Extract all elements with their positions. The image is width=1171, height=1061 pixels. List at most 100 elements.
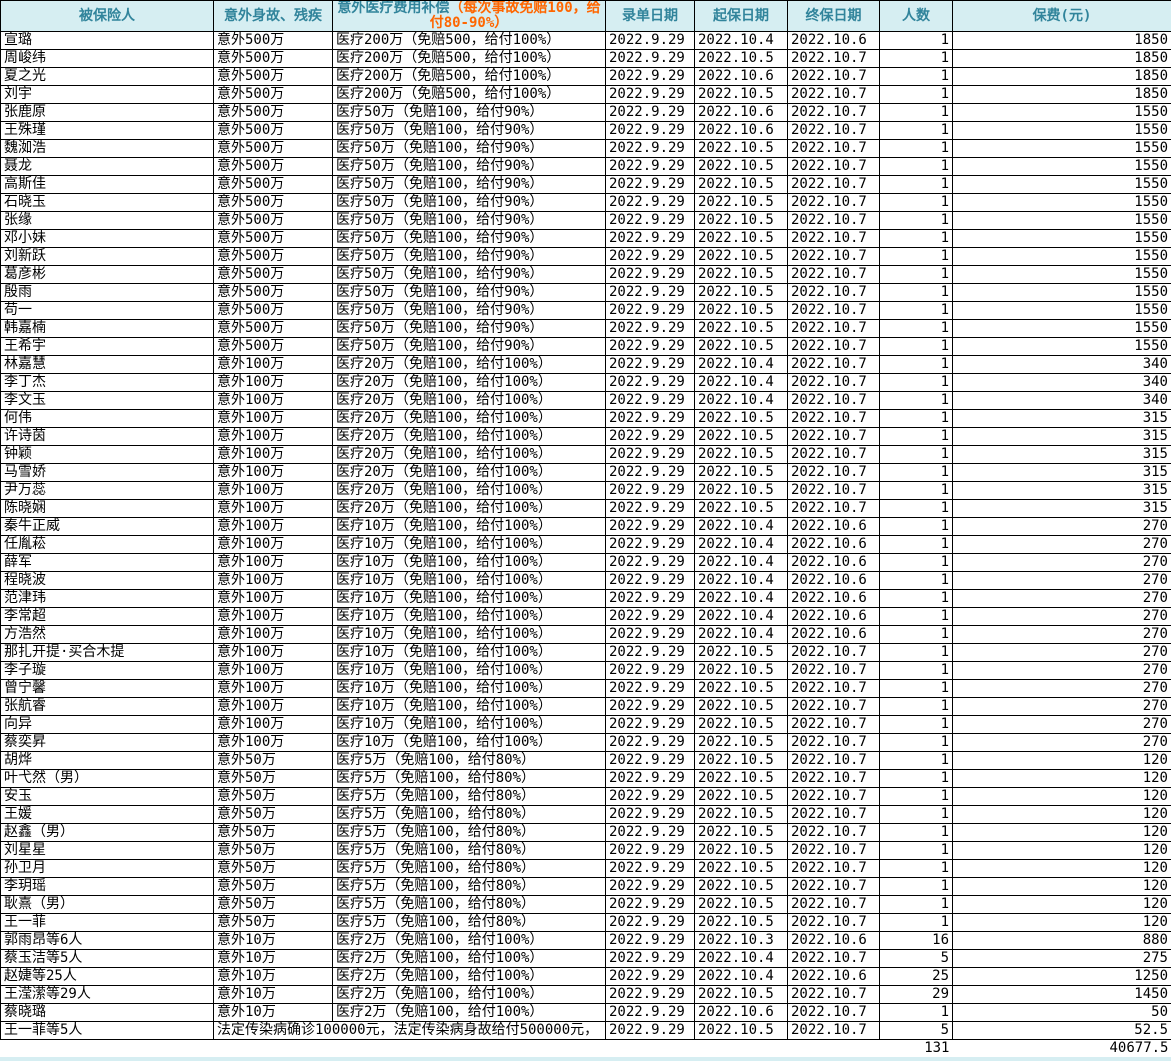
cell-person-count[interactable]: 1 (880, 374, 953, 392)
cell-accident-coverage[interactable]: 意外500万 (214, 68, 333, 86)
cell-entry-date[interactable]: 2022.9.29 (606, 392, 695, 410)
cell-end-date[interactable]: 2022.10.7 (788, 392, 880, 410)
cell-premium[interactable]: 1450 (953, 986, 1171, 1004)
totals-empty-start[interactable] (695, 1040, 788, 1058)
cell-accident-coverage[interactable]: 意外500万 (214, 86, 333, 104)
cell-insured-name[interactable]: 郭雨昂等6人 (1, 932, 214, 950)
cell-premium[interactable]: 1850 (953, 50, 1171, 68)
cell-start-date[interactable]: 2022.10.4 (695, 950, 788, 968)
cell-premium[interactable]: 1550 (953, 230, 1171, 248)
cell-start-date[interactable]: 2022.10.5 (695, 698, 788, 716)
cell-person-count[interactable]: 1 (880, 878, 953, 896)
cell-accident-coverage[interactable]: 意外100万 (214, 446, 333, 464)
cell-premium[interactable]: 315 (953, 410, 1171, 428)
cell-medical-coverage[interactable]: 医疗50万（免赔100，给付90%） (333, 230, 606, 248)
cell-end-date[interactable]: 2022.10.7 (788, 860, 880, 878)
cell-premium[interactable]: 340 (953, 374, 1171, 392)
cell-insured-name[interactable]: 李玥瑶 (1, 878, 214, 896)
cell-premium[interactable]: 120 (953, 824, 1171, 842)
cell-insured-name[interactable]: 方浩然 (1, 626, 214, 644)
cell-start-date[interactable]: 2022.10.5 (695, 212, 788, 230)
cell-medical-coverage[interactable]: 医疗5万（免赔100，给付80%） (333, 896, 606, 914)
cell-start-date[interactable]: 2022.10.4 (695, 32, 788, 50)
cell-entry-date[interactable]: 2022.9.29 (606, 896, 695, 914)
cell-entry-date[interactable]: 2022.9.29 (606, 590, 695, 608)
cell-entry-date[interactable]: 2022.9.29 (606, 824, 695, 842)
totals-empty-end[interactable] (788, 1040, 880, 1058)
cell-premium[interactable]: 270 (953, 734, 1171, 752)
cell-medical-coverage[interactable]: 医疗200万（免赔500，给付100%） (333, 32, 606, 50)
cell-person-count[interactable]: 1 (880, 248, 953, 266)
cell-start-date[interactable]: 2022.10.4 (695, 590, 788, 608)
cell-entry-date[interactable]: 2022.9.29 (606, 536, 695, 554)
cell-end-date[interactable]: 2022.10.6 (788, 968, 880, 986)
cell-start-date[interactable]: 2022.10.5 (695, 266, 788, 284)
cell-accident-coverage[interactable]: 意外100万 (214, 572, 333, 590)
cell-accident-coverage[interactable]: 意外10万 (214, 1004, 333, 1022)
cell-entry-date[interactable]: 2022.9.29 (606, 1004, 695, 1022)
cell-end-date[interactable]: 2022.10.7 (788, 50, 880, 68)
cell-start-date[interactable]: 2022.10.5 (695, 734, 788, 752)
cell-entry-date[interactable]: 2022.9.29 (606, 266, 695, 284)
cell-medical-coverage[interactable]: 医疗20万（免赔100，给付100%） (333, 356, 606, 374)
header-start-date[interactable]: 起保日期 (695, 1, 788, 32)
cell-premium[interactable]: 270 (953, 662, 1171, 680)
cell-medical-coverage[interactable]: 医疗10万（免赔100，给付100%） (333, 644, 606, 662)
cell-insured-name[interactable]: 陈晓娴 (1, 500, 214, 518)
cell-medical-coverage[interactable]: 医疗2万（免赔100，给付100%） (333, 932, 606, 950)
cell-premium[interactable]: 315 (953, 464, 1171, 482)
cell-insured-name[interactable]: 韩嘉楠 (1, 320, 214, 338)
cell-accident-coverage[interactable]: 意外100万 (214, 734, 333, 752)
cell-entry-date[interactable]: 2022.9.29 (606, 554, 695, 572)
header-person-count[interactable]: 人数 (880, 1, 953, 32)
cell-end-date[interactable]: 2022.10.7 (788, 374, 880, 392)
cell-medical-coverage[interactable]: 医疗10万（免赔100，给付100%） (333, 536, 606, 554)
cell-premium[interactable]: 1550 (953, 194, 1171, 212)
cell-person-count[interactable]: 1 (880, 554, 953, 572)
cell-medical-coverage[interactable]: 医疗5万（免赔100，给付80%） (333, 842, 606, 860)
cell-end-date[interactable]: 2022.10.7 (788, 788, 880, 806)
cell-person-count[interactable]: 1 (880, 68, 953, 86)
cell-person-count[interactable]: 1 (880, 572, 953, 590)
cell-insured-name[interactable]: 李常超 (1, 608, 214, 626)
cell-premium[interactable]: 1550 (953, 248, 1171, 266)
cell-end-date[interactable]: 2022.10.7 (788, 914, 880, 932)
cell-end-date[interactable]: 2022.10.7 (788, 716, 880, 734)
cell-accident-coverage[interactable]: 意外100万 (214, 680, 333, 698)
cell-end-date[interactable]: 2022.10.7 (788, 752, 880, 770)
cell-start-date[interactable]: 2022.10.5 (695, 860, 788, 878)
cell-start-date[interactable]: 2022.10.5 (695, 824, 788, 842)
cell-entry-date[interactable]: 2022.9.29 (606, 734, 695, 752)
cell-person-count[interactable]: 1 (880, 608, 953, 626)
cell-insured-name[interactable]: 聂龙 (1, 158, 214, 176)
cell-accident-coverage[interactable]: 意外500万 (214, 212, 333, 230)
cell-accident-coverage[interactable]: 意外500万 (214, 194, 333, 212)
cell-person-count[interactable]: 1 (880, 500, 953, 518)
cell-medical-coverage[interactable]: 医疗50万（免赔100，给付90%） (333, 194, 606, 212)
cell-entry-date[interactable]: 2022.9.29 (606, 698, 695, 716)
cell-entry-date[interactable]: 2022.9.29 (606, 608, 695, 626)
cell-premium[interactable]: 1550 (953, 158, 1171, 176)
cell-insured-name[interactable]: 许诗茵 (1, 428, 214, 446)
cell-person-count[interactable]: 1 (880, 518, 953, 536)
cell-accident-coverage[interactable]: 意外50万 (214, 770, 333, 788)
cell-insured-name[interactable]: 任胤菘 (1, 536, 214, 554)
cell-medical-coverage[interactable]: 医疗50万（免赔100，给付90%） (333, 302, 606, 320)
cell-accident-coverage[interactable]: 意外500万 (214, 158, 333, 176)
cell-insured-name[interactable]: 林嘉慧 (1, 356, 214, 374)
cell-start-date[interactable]: 2022.10.5 (695, 752, 788, 770)
cell-accident-coverage[interactable]: 意外100万 (214, 410, 333, 428)
cell-accident-coverage[interactable]: 意外50万 (214, 842, 333, 860)
cell-medical-coverage[interactable]: 医疗50万（免赔100，给付90%） (333, 284, 606, 302)
cell-start-date[interactable]: 2022.10.5 (695, 1022, 788, 1040)
cell-insured-name[interactable]: 范津玮 (1, 590, 214, 608)
cell-medical-coverage[interactable]: 医疗10万（免赔100，给付100%） (333, 572, 606, 590)
cell-medical-coverage[interactable]: 医疗10万（免赔100，给付100%） (333, 554, 606, 572)
cell-insured-name[interactable]: 薛军 (1, 554, 214, 572)
cell-start-date[interactable]: 2022.10.5 (695, 50, 788, 68)
cell-entry-date[interactable]: 2022.9.29 (606, 932, 695, 950)
cell-person-count[interactable]: 5 (880, 950, 953, 968)
cell-end-date[interactable]: 2022.10.7 (788, 140, 880, 158)
cell-end-date[interactable]: 2022.10.7 (788, 212, 880, 230)
cell-medical-coverage[interactable]: 医疗5万（免赔100，给付80%） (333, 770, 606, 788)
